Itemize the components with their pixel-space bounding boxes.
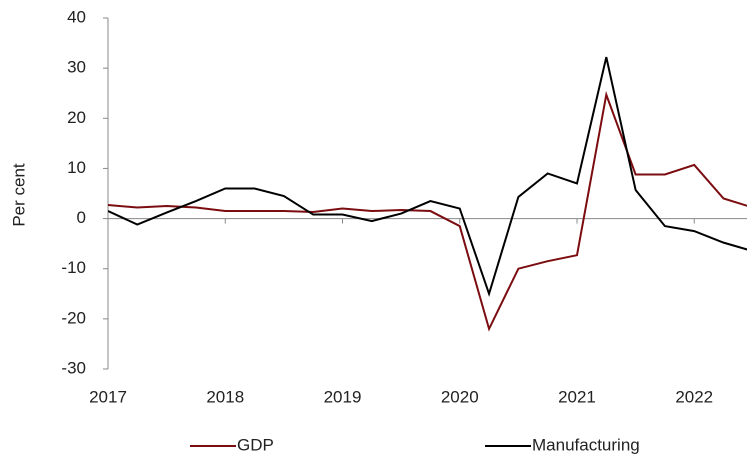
- line-series: [108, 56, 747, 298]
- x-tick-label: 2022: [675, 387, 713, 406]
- y-tick-label: 0: [77, 208, 86, 227]
- x-tick-label: 2018: [206, 387, 244, 406]
- x-tick-label: 2021: [558, 387, 596, 406]
- x-tick-label: 2017: [89, 387, 127, 406]
- y-tick-label: -20: [61, 308, 86, 327]
- legend-label: GDP: [237, 435, 274, 454]
- y-tick-label: -30: [61, 358, 86, 377]
- y-axis-label: Per cent: [9, 163, 28, 227]
- y-tick-label: 20: [67, 108, 86, 127]
- x-tick-label: 2019: [324, 387, 362, 406]
- x-tick-label: 2020: [441, 387, 479, 406]
- y-tick-label: 10: [67, 158, 86, 177]
- y-tick-label: 40: [67, 7, 86, 26]
- y-tick-label: -10: [61, 258, 86, 277]
- line-series: [108, 90, 747, 332]
- legend-label: Manufacturing: [532, 435, 640, 454]
- y-tick-label: 30: [67, 58, 86, 77]
